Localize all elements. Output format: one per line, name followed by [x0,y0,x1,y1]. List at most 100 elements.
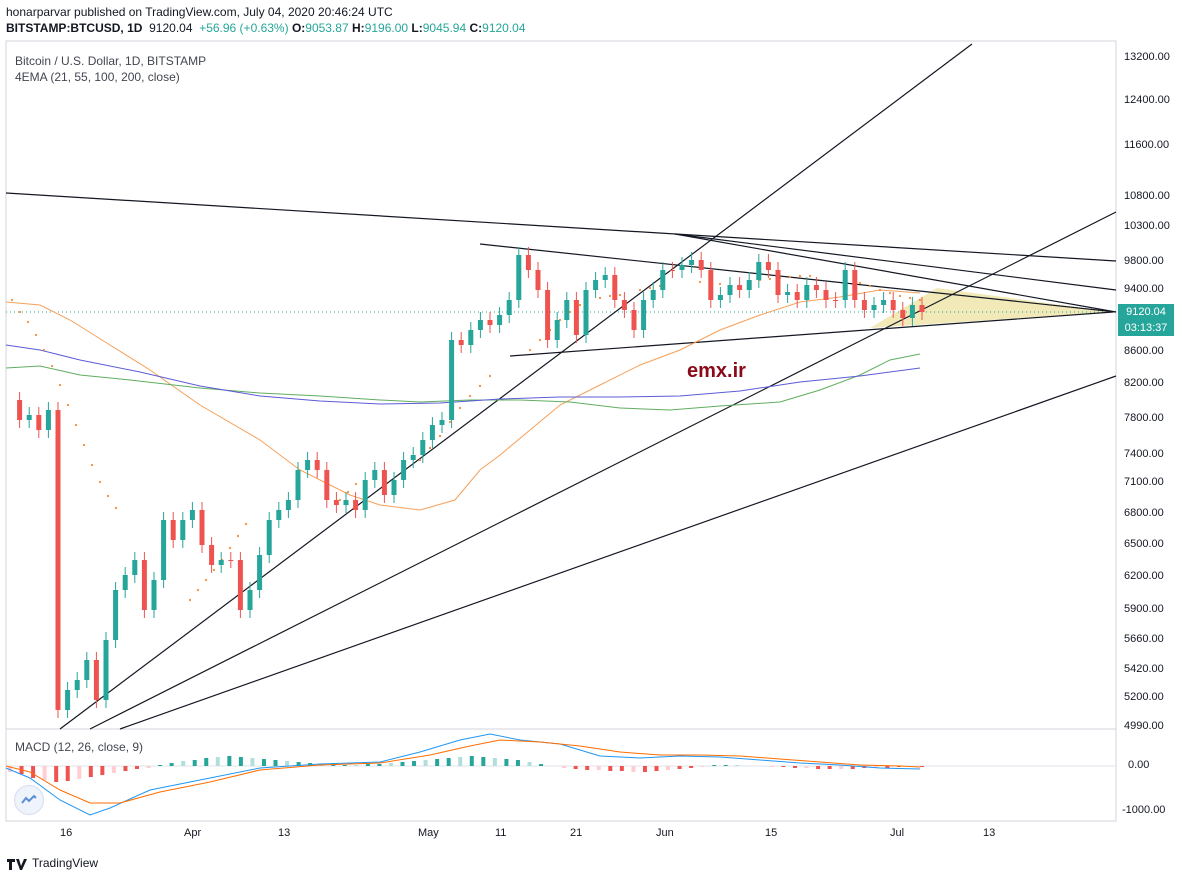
macd-histogram-bar [400,762,405,766]
publish-line: honarparvar published on TradingView.com… [6,5,393,19]
candle-body [74,680,80,690]
candle-body [785,292,791,295]
last-price-tag: 9120.04 [1118,304,1174,320]
time-axis-label: Jul [890,827,905,839]
ema-legend[interactable]: 4EMA (21, 55, 100, 200, close) [15,70,180,84]
macd-histogram-bar [181,761,186,766]
candle-body [833,300,839,301]
macd-histogram-bar [735,765,740,766]
macd-histogram-bar [619,766,624,771]
macd-histogram-bar [227,756,232,766]
candle-body [209,545,215,565]
macd-histogram [8,756,924,782]
candle-body [458,340,464,345]
candle-body [717,295,723,300]
candle-body [746,280,752,290]
macd-histogram-bar [377,764,382,766]
macd-histogram-bar [54,766,59,782]
price-axis-label: 6800.00 [1124,507,1164,519]
candle-body [439,420,445,425]
candle-body [266,520,272,555]
candle-body [813,285,819,290]
candle-body [113,590,119,640]
candle-body [228,560,234,561]
candle-body [276,510,282,520]
candle-body [756,262,762,280]
macd-histogram-bar [608,766,613,771]
candle-body [842,270,848,300]
trend-lines [5,43,1117,730]
last-price-tag-value: 9120.04 [1126,306,1166,318]
candle-body [180,520,186,540]
macd-histogram-bar [134,766,139,769]
macd-histogram-bar [504,759,509,766]
candle-body [881,300,887,305]
macd-histogram-bar [839,766,844,769]
candle-body [669,270,675,271]
watermark-text: emx.ir [687,360,746,382]
candle-body [36,415,42,430]
candle-body [247,590,253,610]
macd-line [5,733,921,816]
chart-title: Bitcoin / U.S. Dollar, 1D, BITSTAMP [15,54,207,68]
candles [17,247,925,718]
macd-histogram-bar [850,766,855,769]
macd-histogram-bar [273,760,278,766]
candle-body [401,460,407,480]
tradingview-badge-icon[interactable] [14,785,44,815]
candle-body [679,265,685,270]
low-value: 9045.94 [422,21,467,35]
macd-histogram-bar [515,760,520,766]
countdown-value: 03:13:37 [1124,322,1168,334]
macd-histogram-bar [146,766,151,768]
candle-body [890,300,896,310]
candle-body [621,300,627,310]
candle-body [84,660,90,680]
candle-body [237,560,243,610]
macd-histogram-bar [412,761,417,766]
candle-body [871,305,877,310]
candle-body [612,275,618,300]
macd-histogram-bar [446,758,451,766]
trendline-1 [5,192,1117,262]
close-value: 9120.04 [482,21,526,35]
macd-histogram-bar [215,757,220,766]
macd-histogram-bar [100,766,105,775]
macd-histogram-bar [781,766,786,767]
time-axis-label: 16 [60,827,73,839]
macd-histogram-bar [365,764,370,766]
candle-body [468,330,474,345]
trendline-4 [509,311,1114,357]
macd-histogram-bar [527,762,532,766]
candle-body [314,460,320,470]
candle-body [583,290,589,335]
macd-signal-line [5,739,921,804]
macd-histogram-bar [65,766,70,781]
candle-body [525,255,531,270]
macd-legend[interactable]: MACD (12, 26, close, 9) [15,740,144,754]
candle-body [804,285,810,300]
macd-histogram-bar [111,766,116,773]
price-axis[interactable]: 13200.00 12400.00 11600.00 10800.00 10300.00… [1116,41,1188,821]
ema-55-line [5,353,921,411]
candle-body [381,470,387,495]
candle-body [189,510,195,520]
time-axis[interactable]: 16 Apr 13 May 11 21 Jun 15 Jul 13 [6,821,1116,843]
candle-body [497,315,503,325]
candle-body [324,470,330,500]
trendline-5 [59,43,973,730]
candle-body [660,270,666,290]
candle-body [593,280,599,290]
price-axis-label: 9800.00 [1124,255,1164,267]
macd-histogram-bar [204,758,209,766]
candle-body [285,500,291,510]
macd-histogram-bar [769,766,774,767]
price-axis-label: 10300.00 [1124,220,1170,232]
price-axis-label: 6200.00 [1124,570,1164,582]
macd-histogram-bar [804,766,809,768]
macd-histogram-bar [42,766,47,780]
candle-body [564,300,570,320]
macd-histogram-bar [238,757,243,766]
macd-axis-neg: -1000.00 [1122,804,1166,816]
